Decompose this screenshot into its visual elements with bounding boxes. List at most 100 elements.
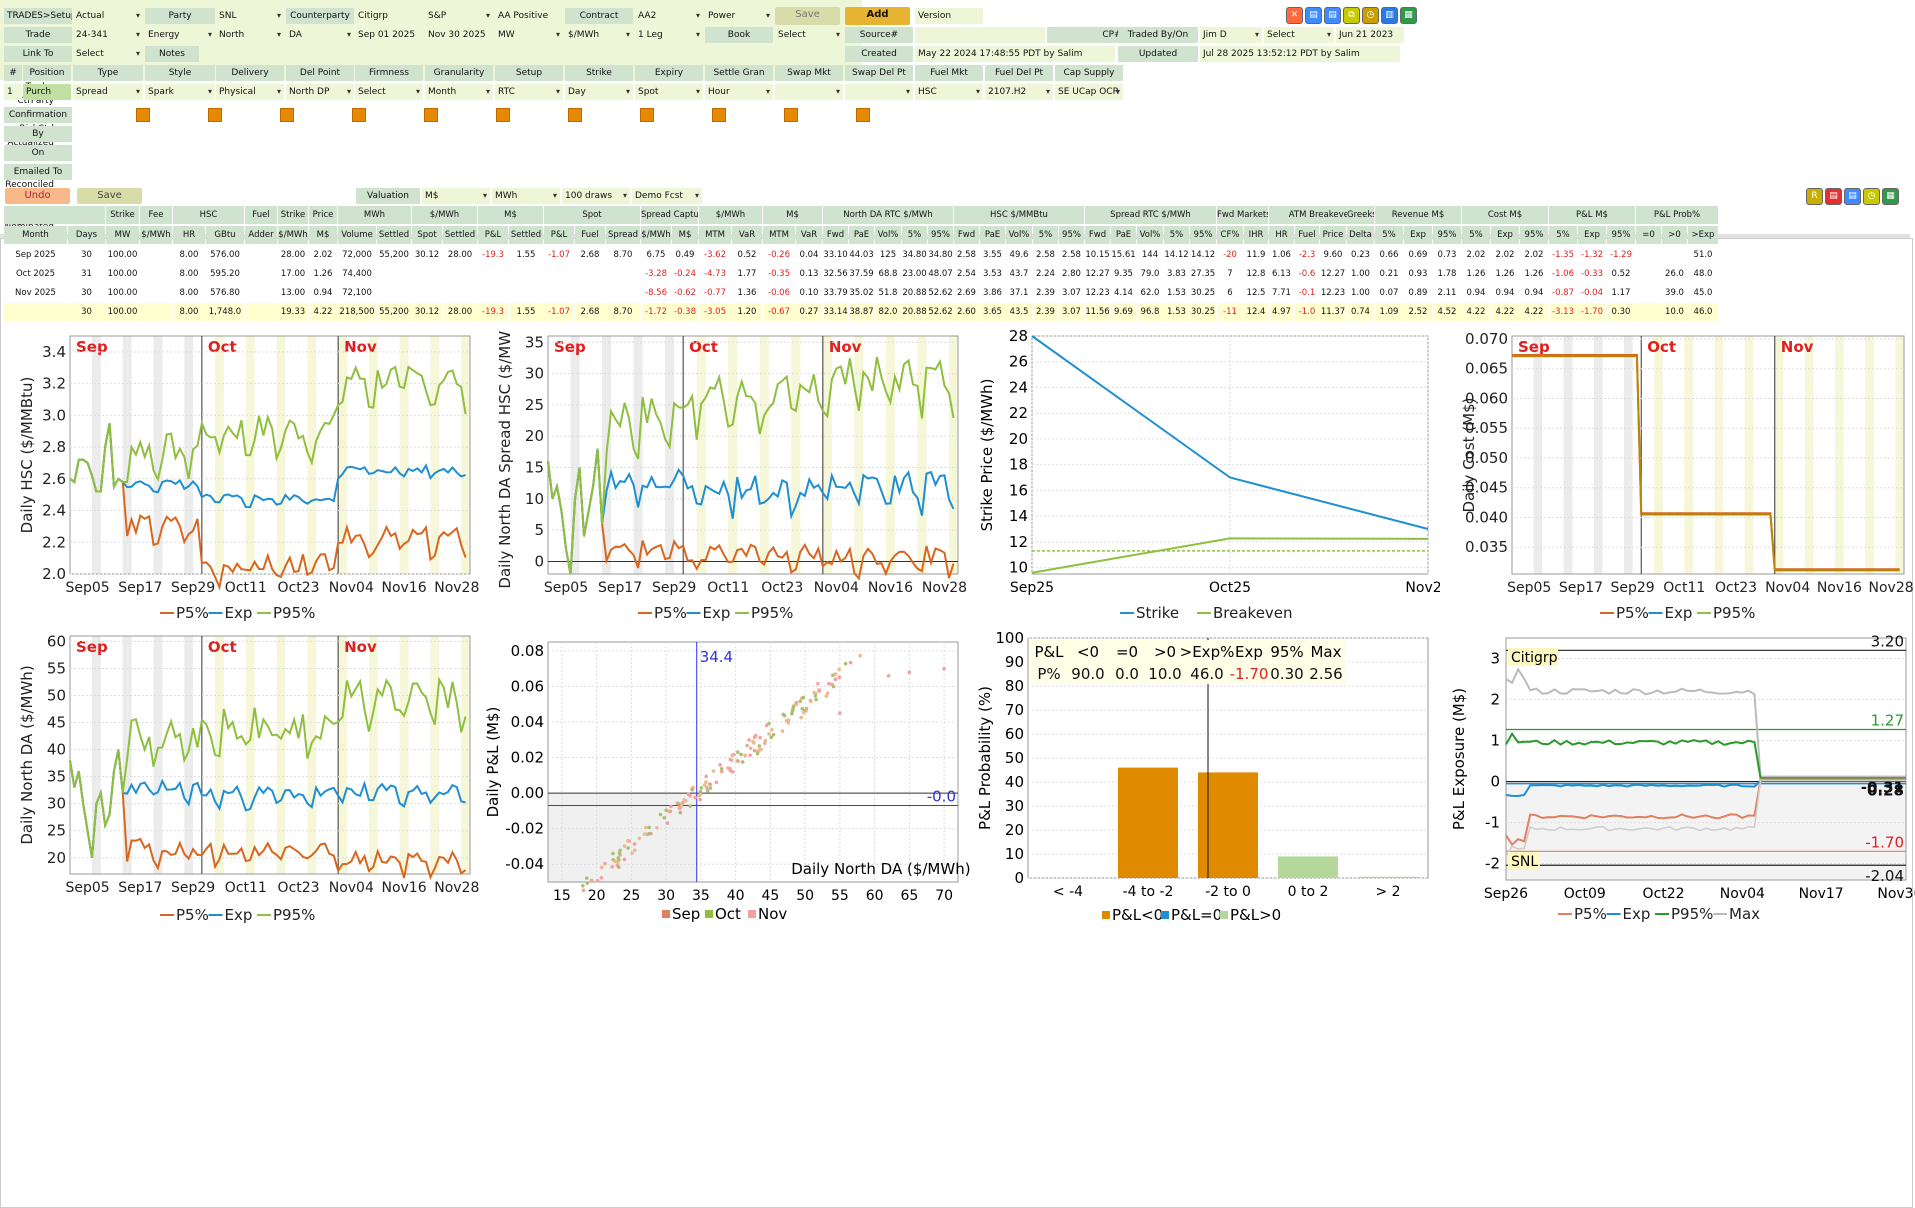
leg-cell[interactable]: Spot [635, 84, 703, 100]
save-top-button[interactable]: Save [775, 7, 840, 25]
leg-cell[interactable]: 2107.H2 [985, 84, 1053, 100]
grid-cell: 8.70 [606, 303, 640, 321]
grid-col-header: Fuel [1295, 226, 1319, 244]
chart-icon[interactable]: ▥ [1381, 7, 1398, 24]
copy-icon[interactable]: ⧉ [1343, 7, 1360, 24]
check-tmanager[interactable] [280, 108, 294, 122]
y-tick-label: 5 [534, 521, 544, 539]
check-ctrparty[interactable] [208, 108, 222, 122]
pnl-scatter-chart[interactable]: 0.08 0.06 0.04 0.02 0.00 -0.02 -0.04 15 20 25 30 35… [480, 630, 970, 930]
notes-field[interactable] [201, 46, 841, 62]
excel-icon[interactable]: ▦ [1400, 7, 1417, 24]
stats-header: >Exp% [1180, 643, 1235, 661]
link-select[interactable]: Select [73, 46, 143, 62]
rating-field[interactable]: AA Positive [495, 8, 563, 24]
scatter-point [837, 667, 841, 672]
end-date-field[interactable]: Nov 30 2025 [425, 27, 493, 43]
actual-select[interactable]: Actual [73, 8, 143, 24]
weekend-band [338, 636, 343, 874]
leg-cell[interactable] [775, 84, 843, 100]
grid-col-header: P&L [544, 226, 574, 244]
trader-select[interactable]: Jim D [1200, 27, 1262, 43]
leg-cell[interactable]: RTC [495, 84, 563, 100]
leg-cell[interactable]: Month [425, 84, 493, 100]
north-da-chart[interactable]: Sep Oct Nov 60 55 50 45 40 35 30 25 20 Sep05 Sep17 Sep… [0, 630, 480, 930]
created-field[interactable]: May 22 2024 17:48:55 PDT by Salim [915, 46, 1115, 62]
traded-select[interactable]: Select [1264, 27, 1334, 43]
trade-select[interactable]: 24-341 [73, 27, 143, 43]
leg-cell[interactable]: SE UCap OCR [1055, 84, 1123, 100]
draws-select[interactable]: 100 draws [562, 188, 630, 204]
save-button[interactable]: Save [77, 188, 142, 204]
book-select[interactable]: Select [775, 27, 843, 43]
weekend-band [399, 636, 405, 874]
pdf-icon[interactable]: ▤ [1825, 188, 1842, 205]
leg-cell[interactable] [845, 84, 913, 100]
close-icon[interactable]: ✕ [1286, 7, 1303, 24]
contract-select[interactable]: AA2 [635, 8, 703, 24]
price-unit-select[interactable]: $/MWh [565, 27, 633, 43]
check-nominated[interactable] [856, 108, 870, 122]
r-icon[interactable]: R [1806, 188, 1823, 205]
start-date-field[interactable]: Sep 01 2025 [355, 27, 423, 43]
grid-col-header: Price [1320, 226, 1346, 244]
rating-agency-select[interactable]: S&P [425, 8, 493, 24]
updated-field[interactable]: Jul 28 2025 13:52:12 PDT by Salim [1200, 46, 1400, 62]
source-field[interactable] [915, 27, 1045, 43]
check-actualized[interactable] [424, 108, 438, 122]
grid-cell: 4.97 [1269, 303, 1294, 321]
legend-label: Breakeven [1213, 604, 1293, 622]
clock-icon[interactable]: ◷ [1863, 188, 1880, 205]
leg-cell[interactable]: Spark [145, 84, 215, 100]
x-tick-label: Nov04 [1765, 580, 1810, 596]
counterparty-select[interactable]: Citigrp [355, 8, 423, 24]
check-reconciled[interactable] [640, 108, 654, 122]
market-select[interactable]: DA [286, 27, 354, 43]
region-select[interactable]: North [216, 27, 284, 43]
leg-cell[interactable]: North DP [286, 84, 354, 100]
leg-cell[interactable]: Physical [216, 84, 284, 100]
check-settled[interactable] [496, 108, 510, 122]
check-notified[interactable] [568, 108, 582, 122]
y-tick-label: 2.4 [42, 502, 66, 520]
legs-select[interactable]: 1 Leg [635, 27, 703, 43]
unit-select[interactable]: MW [495, 27, 563, 43]
commodity-select[interactable]: Power [705, 8, 773, 24]
menu-breadcrumb[interactable]: TRADES>Setup [4, 8, 72, 24]
leg-cell[interactable]: Select [355, 84, 423, 100]
energy-select[interactable]: Energy [145, 27, 215, 43]
strike-chart[interactable]: 28 26 24 22 20 18 16 14 12 10 Sep25 Oct25 Nov25 Strik… [970, 330, 1440, 630]
doc-icon[interactable]: ▤ [1305, 7, 1322, 24]
doc-icon[interactable]: ▤ [1324, 7, 1341, 24]
forecast-select[interactable]: Demo Fcst [632, 188, 702, 204]
undo-button[interactable]: Undo [5, 188, 70, 204]
valuation-mwh-select[interactable]: MWh [492, 188, 560, 204]
leg-cell[interactable]: Day [565, 84, 633, 100]
grid-col-header: 95% [1433, 226, 1461, 244]
grid-cell: 1.26 [1462, 265, 1490, 283]
leg-cell[interactable]: Spread [73, 84, 143, 100]
check-audit[interactable] [784, 108, 798, 122]
version-field[interactable]: Version [915, 8, 983, 24]
doc-icon[interactable]: ▤ [1844, 188, 1861, 205]
leg-cell[interactable]: Hour [705, 84, 773, 100]
x-tick-label: Sep25 [1010, 580, 1054, 596]
excel-icon[interactable]: ▦ [1882, 188, 1899, 205]
check-trader[interactable] [136, 108, 150, 122]
traded-on-field[interactable]: Jun 21 2023 [1336, 27, 1404, 43]
leg-cell[interactable]: HSC [915, 84, 983, 100]
scatter-point [757, 744, 762, 748]
valuation-unit-select[interactable]: M$ [422, 188, 490, 204]
created-label: Created [845, 46, 913, 62]
leg-cell[interactable]: Purch [23, 84, 71, 100]
check-delivered[interactable] [712, 108, 726, 122]
add-button[interactable]: Add [845, 7, 910, 25]
clock-icon[interactable]: ◷ [1362, 7, 1379, 24]
cost-chart[interactable]: Sep Oct Nov 0.070 0.065 0.060 0.055 0.050 0.045 0… [1440, 330, 1915, 630]
check-riskctrl[interactable] [352, 108, 366, 122]
party-select[interactable]: SNL [216, 8, 284, 24]
